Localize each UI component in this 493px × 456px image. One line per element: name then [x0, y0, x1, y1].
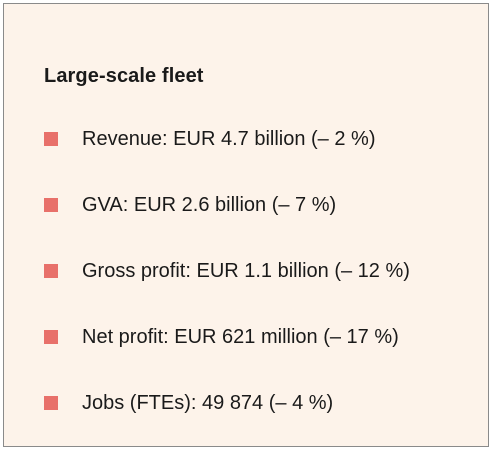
list-item-label: Gross profit: EUR 1.1 billion (– 12 %) [82, 260, 410, 282]
list-item-revenue: Revenue: EUR 4.7 billion (– 2 %) [44, 126, 484, 192]
list-item-label: GVA: EUR 2.6 billion (– 7 %) [82, 194, 337, 216]
square-bullet-icon [44, 396, 58, 410]
list-item-label: Net profit: EUR 621 million (– 17 %) [82, 326, 399, 348]
list-item-gva: GVA: EUR 2.6 billion (– 7 %) [44, 192, 484, 258]
indicator-list: Revenue: EUR 4.7 billion (– 2 %) GVA: EU… [44, 126, 484, 456]
list-item-label: Revenue: EUR 4.7 billion (– 2 %) [82, 128, 376, 150]
list-item-label: Jobs (FTEs): 49 874 (– 4 %) [82, 392, 334, 414]
square-bullet-icon [44, 132, 58, 146]
list-item-jobs: Jobs (FTEs): 49 874 (– 4 %) [44, 390, 484, 456]
list-item-gross-profit: Gross profit: EUR 1.1 billion (– 12 %) [44, 258, 484, 324]
info-box: Large-scale fleet Revenue: EUR 4.7 billi… [3, 3, 489, 447]
square-bullet-icon [44, 330, 58, 344]
square-bullet-icon [44, 198, 58, 212]
box-title: Large-scale fleet [44, 65, 204, 87]
square-bullet-icon [44, 264, 58, 278]
list-item-net-profit: Net profit: EUR 621 million (– 17 %) [44, 324, 484, 390]
